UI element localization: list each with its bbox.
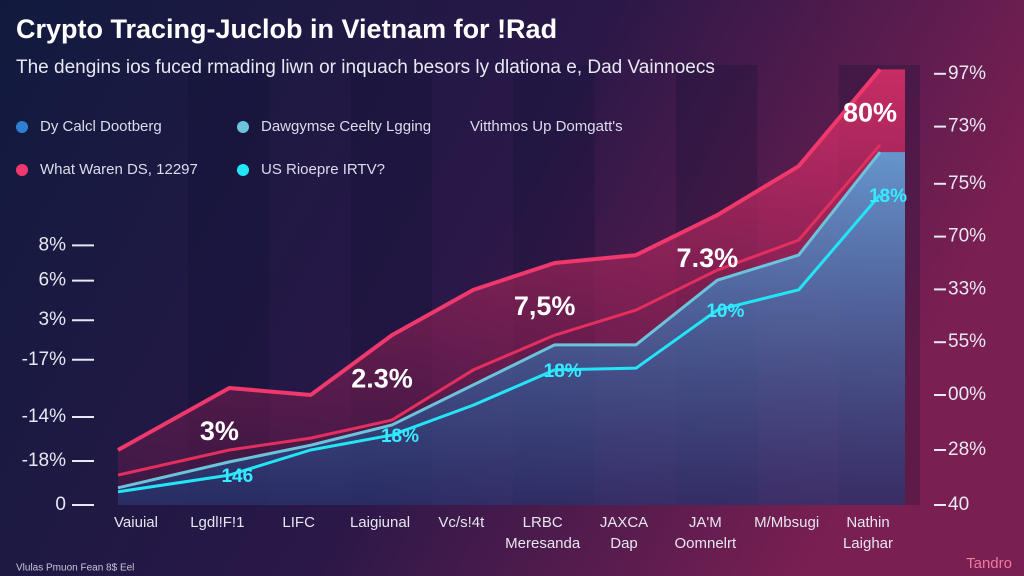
legend-marker (237, 121, 249, 133)
y2-tick-label: 97% (948, 63, 986, 84)
series-line (117, 68, 882, 452)
x-tick-label: LRBC Meresanda (505, 514, 581, 552)
y2-tick-label: 00% (948, 384, 986, 405)
footer: Vlulas Pmuon Fean 8$ Eel (16, 563, 134, 574)
y2-tick-label: 40 (948, 494, 969, 515)
y-tick-label: -18% (22, 450, 66, 471)
chart-subtitle: The dengins ios fuced rmading liwn or in… (16, 57, 715, 78)
y-tick-label: -14% (22, 406, 66, 427)
x-tick-label: LIFC (282, 514, 315, 531)
y2-tick-label: 75% (948, 173, 986, 194)
legend-label: Dy Calcl Dootberg (40, 118, 162, 135)
legend-label: US Rioepre IRTV? (261, 161, 385, 178)
annotation: 10% (706, 301, 744, 322)
series-line (117, 144, 882, 477)
y2-tick-label: 73% (948, 116, 986, 137)
y2-tick-label: 28% (948, 439, 986, 460)
x-tick-label: Vaiuial (114, 514, 158, 531)
legend-marker (237, 164, 249, 176)
y2-tick-label: 55% (948, 331, 986, 352)
y-tick-label: 3% (39, 309, 67, 330)
x-tick-label: Nathin Laighar (843, 514, 893, 552)
brand: Tandro (966, 555, 1012, 572)
annotation: 80% (843, 98, 897, 128)
y-tick-label: 8% (39, 234, 67, 255)
x-tick-label: Lgdl!F!1 (190, 514, 244, 531)
y2-tick-label: 70% (948, 226, 986, 247)
annotation: 18% (544, 361, 582, 382)
annotation: 2.3% (351, 363, 413, 393)
x-tick-label: Laigiunal (350, 514, 410, 531)
x-tick-label: JA'M Oomnelrt (674, 514, 737, 552)
legend-label: Vitthmos Up Domgatt's (470, 118, 623, 135)
y-tick-label: -17% (22, 349, 66, 370)
series-line (117, 151, 882, 490)
chart-title: Crypto Tracing-Juclob in Vietnam for !Ra… (16, 14, 557, 44)
x-tick-label: JAXCA Dap (600, 514, 648, 552)
annotation: 18% (381, 426, 419, 447)
legend-marker (16, 121, 28, 133)
y-tick-label: 0 (55, 494, 66, 515)
legend-label: Dawgymse Ceelty Lgging (261, 118, 431, 135)
y2-tick-label: 33% (948, 278, 986, 299)
annotation: 7,5% (514, 291, 576, 321)
x-tick-label: M/Mbsugi (754, 514, 819, 531)
area (118, 152, 905, 505)
annotation: 18% (869, 186, 907, 207)
legend-marker (16, 164, 28, 176)
x-tick-label: Vc/s!4t (438, 514, 485, 531)
annotation: 7.3% (677, 243, 739, 273)
annotation: 146 (221, 466, 253, 487)
annotation: 3% (200, 416, 239, 446)
series-line (117, 193, 882, 494)
legend-label: What Waren DS, 12297 (40, 161, 198, 178)
y-tick-label: 6% (39, 270, 67, 291)
